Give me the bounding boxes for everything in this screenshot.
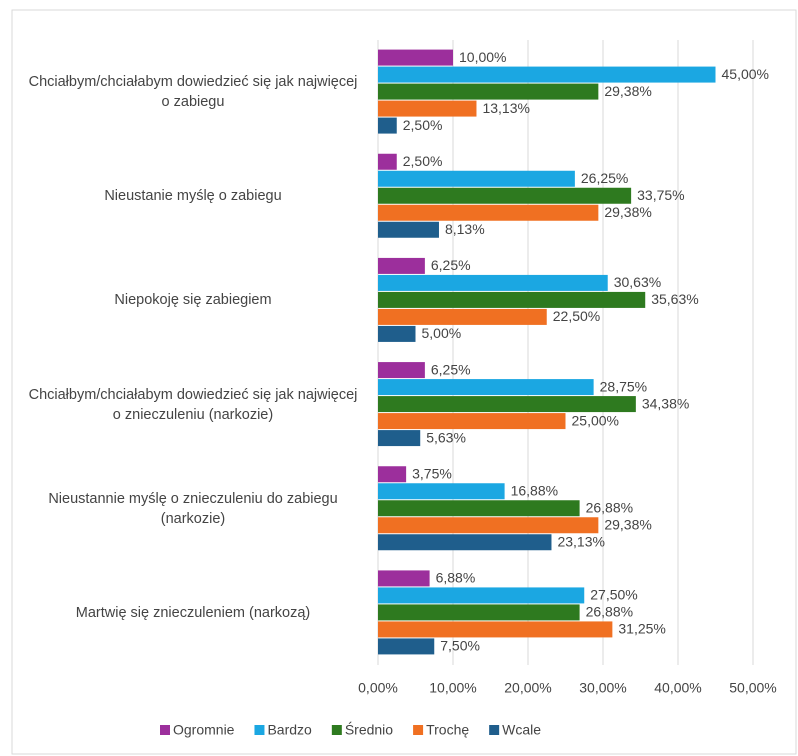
category-label: Chciałbym/chciałabym dowiedzieć się jak … [28, 386, 358, 423]
bar [378, 325, 416, 342]
value-label: 8,13% [445, 221, 485, 237]
bar [378, 570, 430, 587]
x-tick-label: 20,00% [504, 680, 551, 696]
bar [378, 534, 552, 551]
bar [378, 379, 594, 396]
value-label: 30,63% [614, 274, 661, 290]
value-label: 5,63% [426, 429, 466, 445]
bar [378, 49, 453, 66]
bar [378, 187, 632, 204]
legend-swatch [331, 725, 342, 735]
x-tick-label: 50,00% [729, 680, 776, 696]
value-label: 6,25% [431, 361, 471, 377]
value-label: 3,75% [412, 465, 452, 481]
value-label: 5,00% [422, 325, 462, 341]
value-label: 2,50% [403, 153, 443, 169]
bar [378, 362, 425, 379]
bar [378, 83, 599, 100]
value-label: 2,50% [403, 117, 443, 133]
value-label: 26,25% [581, 170, 628, 186]
bar [378, 66, 716, 83]
value-label: 31,25% [618, 621, 665, 637]
value-label: 45,00% [722, 66, 769, 82]
bar [378, 517, 599, 534]
bar [378, 257, 425, 274]
legend-swatch [413, 725, 424, 735]
category-label: Nieustannie myślę o znieczuleniu do zabi… [48, 490, 338, 527]
value-label: 29,38% [604, 83, 651, 99]
bar [378, 153, 397, 170]
bar [378, 396, 636, 413]
bar [378, 308, 547, 325]
value-label: 23,13% [557, 533, 604, 549]
bar [378, 638, 435, 655]
category-label: Chciałbym/chciałabym dowiedzieć się jak … [28, 74, 358, 111]
category-label: Niepokoję się zabiegiem [114, 292, 272, 309]
value-label: 22,50% [553, 308, 600, 324]
legend-label: Wcale [502, 722, 541, 738]
bar [378, 117, 397, 134]
value-label: 29,38% [604, 516, 651, 532]
legend-swatch [160, 725, 170, 735]
value-label: 16,88% [511, 482, 558, 498]
legend-label: Bardzo [267, 722, 312, 738]
x-tick-label: 0,00% [358, 680, 398, 696]
value-label: 26,88% [586, 499, 633, 515]
legend-swatch [254, 725, 265, 735]
value-label: 29,38% [604, 204, 651, 220]
bar [378, 221, 439, 238]
chart-border [11, 9, 797, 755]
bar [378, 274, 608, 291]
bar [378, 100, 477, 117]
x-tick-label: 40,00% [654, 680, 701, 696]
value-label: 25,00% [572, 412, 619, 428]
value-label: 35,63% [651, 291, 698, 307]
legend-label: Średnio [345, 721, 393, 738]
value-label: 6,88% [436, 570, 476, 586]
bar [378, 291, 646, 308]
value-label: 33,75% [637, 187, 684, 203]
bar [378, 483, 505, 500]
bar [378, 466, 407, 483]
value-label: 10,00% [459, 49, 506, 65]
x-tick-label: 30,00% [579, 680, 626, 696]
bar [378, 170, 575, 187]
bar [378, 430, 421, 447]
value-label: 28,75% [600, 378, 647, 394]
bar [378, 587, 585, 604]
value-label: 6,25% [431, 257, 471, 273]
bar [378, 413, 566, 430]
value-label: 34,38% [642, 395, 689, 411]
legend-label: Trochę [426, 722, 469, 738]
value-label: 7,50% [440, 638, 480, 654]
category-label: Nieustanie myślę o zabiegu [104, 188, 282, 205]
bar [378, 204, 599, 221]
value-label: 27,50% [590, 587, 637, 603]
legend-swatch [489, 725, 500, 735]
category-label: Martwię się znieczuleniem (narkozą) [75, 604, 311, 621]
bar [378, 604, 580, 621]
legend-label: Ogromnie [173, 722, 235, 738]
bar [378, 500, 580, 517]
x-tick-label: 10,00% [429, 680, 476, 696]
value-label: 13,13% [482, 100, 529, 116]
bar [378, 621, 613, 638]
value-label: 26,88% [586, 604, 633, 620]
